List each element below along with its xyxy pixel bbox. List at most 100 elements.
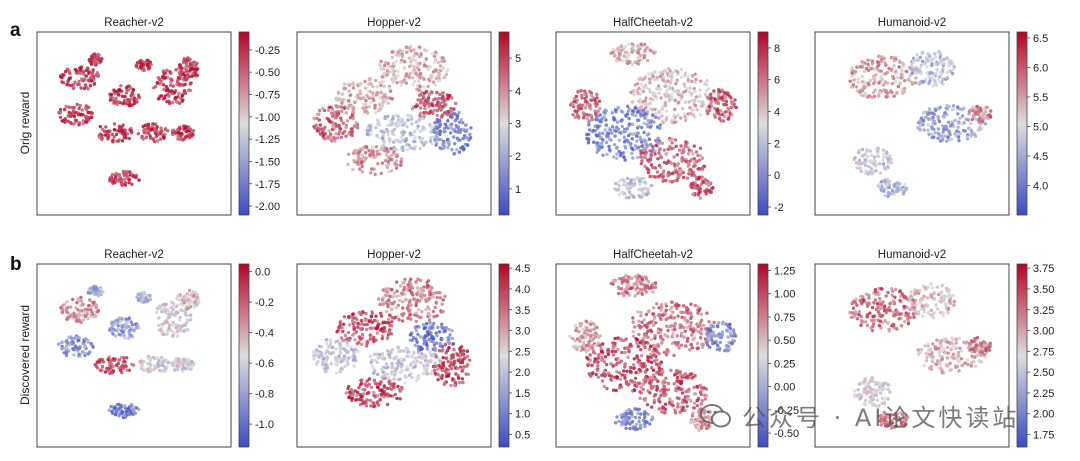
scatter-point <box>658 71 662 75</box>
colorbar-tick-label: 6 <box>774 75 780 87</box>
scatter-point <box>615 59 619 63</box>
scatter-point <box>394 159 399 163</box>
scatter-point <box>449 131 453 135</box>
scatter-point <box>667 170 671 175</box>
scatter-point <box>429 136 433 140</box>
scatter-point <box>349 127 354 131</box>
scatter-point <box>443 111 447 115</box>
scatter-point <box>328 343 333 347</box>
scatter-point <box>374 78 378 83</box>
scatter-point <box>122 359 127 363</box>
scatter-point <box>407 350 411 354</box>
scatter-point <box>363 110 367 114</box>
scatter-point <box>638 135 642 139</box>
scatter-point <box>347 89 351 93</box>
scatter-point <box>693 89 697 93</box>
scatter-point <box>346 82 351 87</box>
scatter-point <box>396 303 401 307</box>
scatter-point <box>428 296 432 300</box>
scatter-point <box>878 171 883 175</box>
scatter-point <box>97 359 102 363</box>
scatter-point <box>730 113 734 117</box>
scatter-point <box>364 311 368 316</box>
scatter-point <box>180 301 184 306</box>
scatter-point <box>865 148 869 152</box>
scatter-point <box>615 120 620 124</box>
scatter-point <box>181 369 185 373</box>
scatter-point <box>121 124 125 128</box>
scatter-point <box>961 122 965 126</box>
scatter-point <box>386 335 390 340</box>
scatter-point <box>409 59 413 64</box>
colorbar-tick-label: 3.5 <box>515 305 530 317</box>
scatter-point <box>925 71 929 75</box>
scatter-point <box>720 88 724 92</box>
scatter-point <box>867 164 871 169</box>
scatter-point <box>191 72 195 76</box>
scatter-point <box>364 151 368 155</box>
scatter-point <box>382 92 387 97</box>
scatter-point <box>434 341 439 345</box>
scatter-point <box>697 175 702 179</box>
scatter-point <box>422 63 427 67</box>
scatter-point <box>927 74 931 78</box>
scatter-point <box>119 89 124 93</box>
scatter-point <box>75 319 79 323</box>
scatter-point <box>423 362 427 366</box>
scatter-point <box>639 151 643 156</box>
scatter-point <box>978 119 982 123</box>
scatter-point <box>352 352 356 356</box>
scatter-point <box>670 97 674 102</box>
scatter-point <box>360 342 364 347</box>
scatter-point <box>929 63 934 68</box>
scatter-point <box>661 70 665 74</box>
scatter-point <box>875 151 879 156</box>
scatter-point <box>123 181 128 185</box>
scatter-point <box>99 57 104 61</box>
scatter-point <box>81 350 85 354</box>
scatter-point <box>434 141 439 145</box>
scatter-point <box>120 94 125 98</box>
scatter-point <box>432 60 437 65</box>
scatter-point <box>188 88 193 93</box>
scatter-point <box>459 146 463 150</box>
scatter-point <box>668 138 672 142</box>
scatter-point <box>418 101 423 105</box>
scatter-point <box>858 166 862 171</box>
scatter-point <box>427 318 432 322</box>
scatter-point <box>673 138 678 142</box>
scatter-point <box>930 111 935 115</box>
scatter-point <box>179 70 184 74</box>
scatter-point <box>433 50 438 54</box>
scatter-point <box>892 94 896 98</box>
scatter-point <box>363 79 367 84</box>
scatter-point <box>594 117 598 122</box>
scatter-point <box>436 325 440 330</box>
scatter-point <box>939 60 943 65</box>
scatter-point <box>142 67 146 71</box>
scatter-point <box>450 362 454 366</box>
scatter-point <box>456 125 461 129</box>
scatter-point <box>372 378 377 383</box>
scatter-point <box>441 298 445 302</box>
scatter-point <box>77 121 82 125</box>
scatter-point <box>403 279 407 284</box>
scatter-point <box>324 338 329 342</box>
scatter-point <box>444 103 448 107</box>
scatter-point <box>431 291 435 296</box>
scatter-point <box>69 83 73 88</box>
scatter-point <box>629 184 634 189</box>
scatter-point <box>434 68 438 72</box>
scatter-point <box>96 74 100 78</box>
scatter-point <box>583 92 587 97</box>
scatter-point <box>881 162 885 166</box>
scatter-point <box>593 109 597 113</box>
scatter-point <box>391 80 395 85</box>
colorbar-tick-label: -1.25 <box>255 134 280 146</box>
scatter-point <box>461 380 465 385</box>
scatter-point <box>371 94 375 99</box>
scatter-point <box>426 67 430 72</box>
scatter-point <box>717 116 722 121</box>
scatter-point <box>878 54 882 59</box>
